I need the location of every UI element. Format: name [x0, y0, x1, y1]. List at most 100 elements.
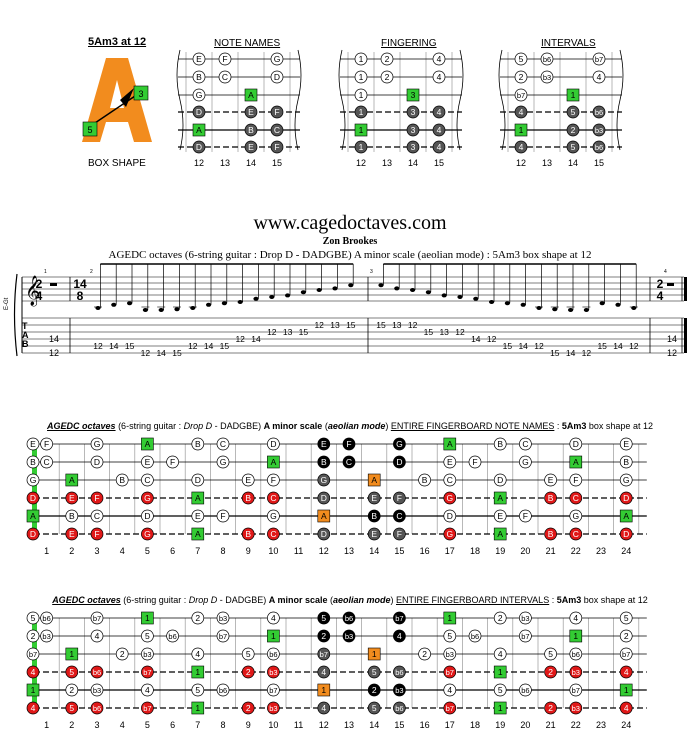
tab-number: 13 — [283, 327, 293, 337]
fret-marker — [317, 527, 331, 541]
mini-fret-number: 12 — [194, 158, 204, 168]
fret-marker — [443, 491, 457, 505]
mini-marker-label: 3 — [411, 125, 416, 135]
fret-marker — [342, 455, 356, 469]
fret-marker-label: F — [523, 511, 528, 521]
fret-marker — [519, 509, 532, 523]
mini-marker-label: E — [248, 142, 254, 152]
fret-marker-label: E — [371, 493, 377, 503]
mini-marker-label: 5 — [571, 107, 576, 117]
mini-marker-label: 4 — [437, 72, 442, 82]
mini-marker — [270, 140, 284, 154]
fret-number: 19 — [495, 546, 505, 556]
fret-marker — [216, 437, 230, 451]
fret-marker-label: b7 — [572, 686, 580, 695]
mini-marker — [432, 123, 446, 137]
rest — [50, 283, 57, 286]
note-head — [142, 308, 148, 312]
mini-marker-label: b6 — [595, 108, 603, 117]
fret-marker-label: C — [346, 457, 352, 467]
fret-marker-label: B — [623, 457, 629, 467]
measure-number: 1 — [44, 269, 47, 275]
fret-marker-label: F — [573, 475, 578, 485]
fret-marker-label: 5 — [372, 703, 377, 713]
fret-marker — [115, 473, 129, 487]
mini-marker-label: 5 — [571, 142, 576, 152]
mini-marker-label: 1 — [359, 54, 364, 64]
fret-marker-label: 2 — [321, 631, 326, 641]
fret-marker — [443, 683, 457, 697]
fret-marker — [267, 527, 280, 541]
fret-number: 12 — [319, 546, 329, 556]
fret-marker — [342, 611, 356, 625]
mini-marker — [432, 70, 446, 84]
site-url: www.cagedoctaves.com — [253, 212, 447, 234]
mini-marker — [354, 105, 368, 119]
fret-marker — [317, 665, 331, 679]
fret-marker — [267, 491, 280, 505]
tab-end-number: 14 — [667, 334, 677, 344]
fret-marker — [569, 437, 583, 451]
fret-marker — [519, 437, 532, 451]
fret-marker-label: F — [271, 475, 276, 485]
mini-fret-number: 13 — [220, 158, 230, 168]
tab-number: 14 — [156, 348, 166, 358]
fret-marker-label: E — [195, 511, 201, 521]
fret-marker-label: E — [245, 475, 251, 485]
fret-marker-label: 1 — [447, 613, 452, 623]
fret-marker-label: b7 — [622, 650, 630, 659]
fret-marker — [267, 455, 280, 469]
box-shape-arrow — [91, 93, 139, 126]
fret-marker-label: b7 — [93, 614, 101, 623]
mini-marker — [270, 123, 284, 137]
fret-marker — [267, 701, 280, 715]
fret-marker-label: B — [245, 529, 251, 539]
mini-marker — [270, 70, 284, 84]
fret-marker-label: 1 — [145, 613, 150, 623]
mini-note-names: E F GB C DG AD E FA B CD E F12 13 14 15 — [176, 49, 302, 168]
open-string-marker — [26, 473, 40, 487]
fret-marker — [544, 647, 557, 661]
fret-marker-label: b7 — [446, 704, 454, 713]
fret-number: 1 — [44, 720, 49, 730]
fret-marker-label: F — [94, 529, 99, 539]
fret-marker-label: A — [321, 511, 327, 521]
measure-number: 2 — [90, 269, 93, 275]
fret-marker — [544, 491, 557, 505]
tab-number: 15 — [220, 341, 230, 351]
fret-marker-label: 4 — [624, 703, 629, 713]
fret-marker-label: 2 — [195, 613, 200, 623]
time-sig-end-bottom: 4 — [657, 289, 664, 303]
fret-marker — [141, 611, 154, 625]
mini-marker-label: E — [196, 54, 202, 64]
fret-number: 5 — [145, 720, 150, 730]
fret-marker-label: b6 — [219, 686, 227, 695]
mini-marker-label: C — [274, 125, 280, 135]
fret-marker — [493, 665, 507, 679]
svg-text:3: 3 — [138, 89, 143, 99]
open-string-marker — [26, 455, 40, 469]
fret-marker-label: D — [94, 457, 100, 467]
svg-text:5: 5 — [87, 125, 92, 135]
fret-marker-label: b3 — [395, 686, 403, 695]
mini-marker — [270, 105, 284, 119]
mini-marker — [432, 52, 446, 66]
tab-number: 13 — [439, 327, 449, 337]
fret-marker — [141, 473, 154, 487]
fret-marker-label: B — [422, 475, 428, 485]
author: Zon Brookes — [322, 236, 378, 247]
fret-marker-label: 4 — [321, 703, 326, 713]
fret-marker — [141, 527, 154, 541]
board-intervals-title: AGEDC octaves (6-string guitar : Drop D … — [52, 595, 648, 605]
mini-marker-label: 2 — [385, 54, 390, 64]
fret-marker-label: G — [396, 439, 403, 449]
fret-marker — [216, 611, 230, 625]
fret-marker — [141, 665, 154, 679]
fret-marker — [519, 683, 532, 697]
mini-marker — [218, 70, 232, 84]
fret-marker — [191, 491, 205, 505]
fret-marker-label: 1 — [372, 649, 377, 659]
fret-number: 12 — [319, 720, 329, 730]
fret-marker — [141, 491, 154, 505]
